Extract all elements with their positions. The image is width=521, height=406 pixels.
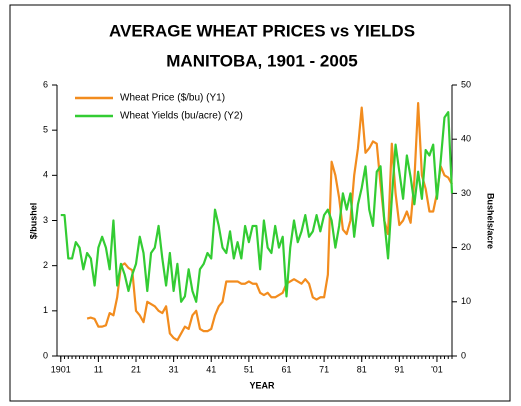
x-tick-label: 21 <box>131 364 141 374</box>
x-tick-label: 31 <box>169 364 179 374</box>
y2-tick-label: 0 <box>461 350 466 360</box>
x-tick-label: '01 <box>431 364 443 374</box>
y-tick-label: 1 <box>43 305 48 315</box>
y2-tick-label: 10 <box>461 296 471 306</box>
data-line <box>60 111 454 303</box>
chart-frame <box>9 4 511 402</box>
x-tick-label: 41 <box>206 364 216 374</box>
y-tick-label: 5 <box>43 125 48 135</box>
chart-subtitle: MANITOBA, 1901 - 2005 <box>166 51 357 70</box>
legend-label: Wheat Yields (bu/acre) (Y2) <box>120 111 243 122</box>
y2-tick-label: 30 <box>461 188 471 198</box>
x-tick-label: 11 <box>94 364 103 374</box>
x-tick-label: 51 <box>244 364 254 374</box>
x-tick-label: 91 <box>394 364 404 374</box>
x-tick-label: 61 <box>281 364 291 374</box>
x-axis-label: YEAR <box>249 380 275 390</box>
y-tick-label: 6 <box>43 79 48 89</box>
y2-axis-label: Bushels/acre <box>486 193 496 249</box>
legend-label: Wheat Price ($/bu) (Y1) <box>120 93 225 104</box>
data-line <box>86 101 453 342</box>
y-tick-label: 4 <box>43 170 48 180</box>
y-tick-label: 0 <box>43 350 48 360</box>
y2-tick-label: 40 <box>461 134 471 144</box>
y-tick-label: 3 <box>43 215 48 225</box>
y2-tick-label: 20 <box>461 242 471 252</box>
y2-tick-label: 50 <box>461 79 471 89</box>
x-tick-label: 1901 <box>51 364 71 374</box>
y-axis-label: $/bushel <box>28 203 38 240</box>
y-tick-label: 2 <box>43 260 48 270</box>
x-tick-label: 71 <box>319 364 329 374</box>
chart-title: AVERAGE WHEAT PRICES vs YIELDS <box>109 21 415 40</box>
x-tick-label: 81 <box>357 364 367 374</box>
